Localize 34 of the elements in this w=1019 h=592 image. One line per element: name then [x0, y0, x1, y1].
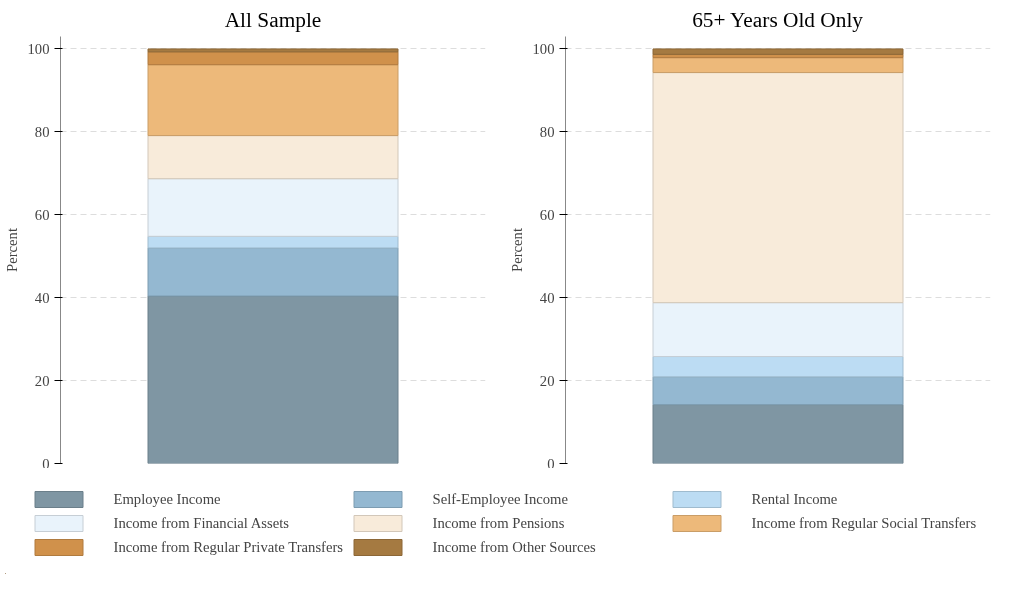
bar	[652, 302, 904, 358]
bar	[652, 72, 904, 304]
y-tick-label: 0	[42, 455, 50, 472]
bar	[147, 295, 399, 464]
y-tick-label: 60	[539, 206, 555, 223]
y-tick-label: 0	[547, 455, 555, 472]
y-axis-title: Percent	[508, 228, 525, 272]
legend-label: Income from Financial Assets	[113, 514, 290, 532]
bar	[147, 51, 399, 66]
y-tick-label: 60	[34, 206, 50, 223]
y-axis-title: Percent	[3, 228, 20, 272]
y-tick-label: 40	[539, 289, 555, 306]
y-tick-label: 80	[34, 123, 50, 140]
legend-label: Income from Other Sources	[432, 538, 597, 556]
y-tick-label: 80	[539, 123, 555, 140]
bar	[147, 178, 399, 237]
legend-label: Self-Employee Income	[432, 490, 570, 508]
bar	[652, 48, 904, 55]
bar	[652, 57, 904, 74]
y-tick-label: 20	[34, 372, 50, 389]
y-tick-label: 100	[532, 40, 555, 57]
chart-title: 65+ Years Old Only	[692, 7, 864, 32]
legend-label: Income from Pensions	[432, 514, 566, 532]
bar	[147, 64, 399, 137]
legend-label: Employee Income	[113, 490, 222, 508]
legend-label: Rental Income	[751, 490, 839, 508]
y-tick-label: 100	[27, 40, 50, 57]
y-tick-label: 40	[34, 289, 50, 306]
legend-label: Income from Regular Private Transfers	[113, 538, 344, 556]
legend-label: Income from Regular Social Transfers	[751, 514, 978, 532]
bar	[652, 404, 904, 464]
bar	[147, 135, 399, 180]
chart-title: All Sample	[224, 7, 322, 32]
y-tick-label: 20	[539, 372, 555, 389]
